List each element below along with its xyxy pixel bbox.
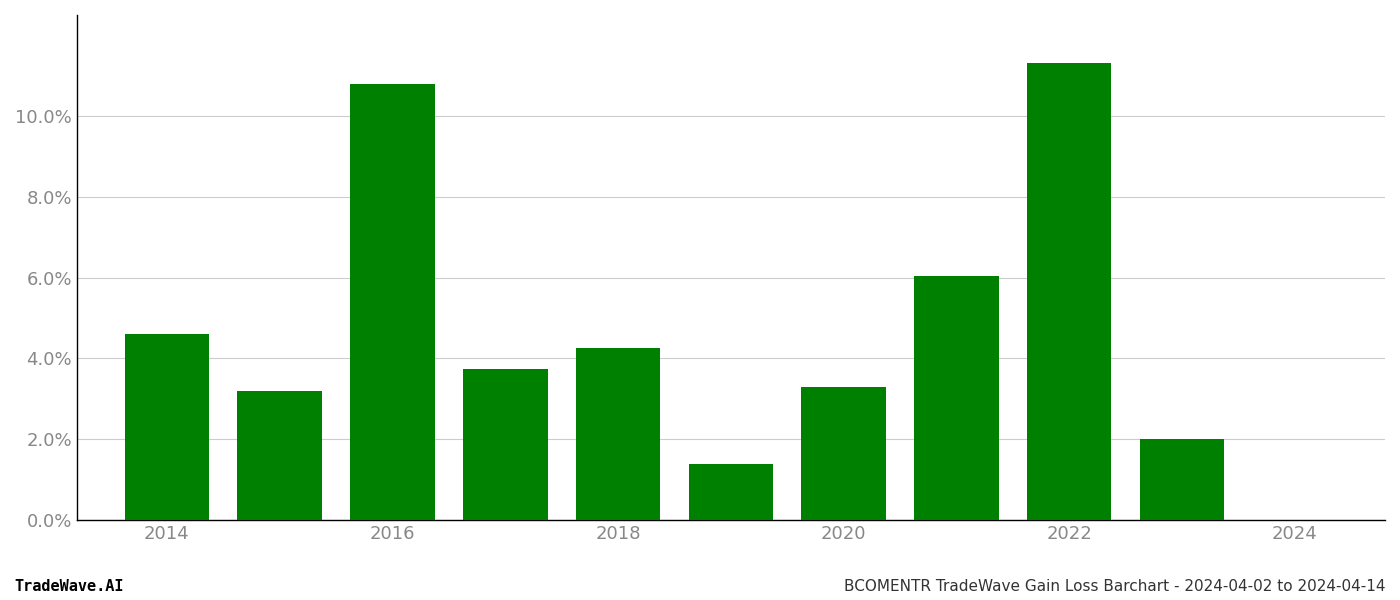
Bar: [1026, 64, 1112, 520]
Bar: [125, 334, 209, 520]
Bar: [463, 368, 547, 520]
Bar: [350, 83, 435, 520]
Text: BCOMENTR TradeWave Gain Loss Barchart - 2024-04-02 to 2024-04-14: BCOMENTR TradeWave Gain Loss Barchart - …: [844, 579, 1386, 594]
Bar: [1140, 439, 1224, 520]
Bar: [914, 275, 998, 520]
Bar: [689, 464, 773, 520]
Bar: [238, 391, 322, 520]
Bar: [801, 387, 886, 520]
Bar: [575, 349, 661, 520]
Text: TradeWave.AI: TradeWave.AI: [14, 579, 123, 594]
